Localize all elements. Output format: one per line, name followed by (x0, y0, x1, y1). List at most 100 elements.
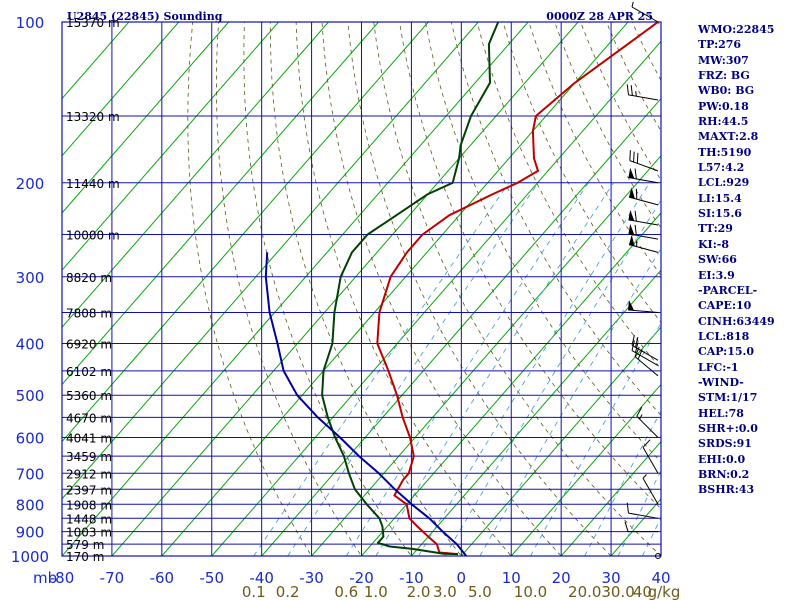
height-label: 10000 m (66, 228, 120, 242)
wind-barb-flag (629, 150, 631, 161)
pressure-tick-label: 600 (16, 430, 45, 448)
height-label: 4670 m (66, 411, 112, 425)
index-item: STM:1/17 (698, 391, 758, 405)
index-item: EI:3.9 (698, 268, 735, 282)
mixing-ratio-line (253, 182, 510, 556)
height-label: 1003 m (66, 526, 112, 540)
pressure-tick-label: 400 (16, 336, 45, 354)
plot-frame (61, 21, 662, 557)
mixing-ratio-line (375, 182, 614, 556)
isotherm-line (62, 22, 529, 556)
dry-adiabat (347, 22, 612, 556)
wind-barb (642, 439, 659, 474)
wind-barb-flag (634, 342, 639, 353)
wind-barb-pennant (628, 224, 635, 235)
mixing-ratio-tick-label: 20.0 (568, 583, 601, 600)
height-label: 170 m (66, 550, 104, 564)
index-item: SHR+:0.0 (698, 421, 758, 435)
wind-barb-flag (631, 334, 635, 346)
wind-barb-staff (642, 447, 659, 474)
index-item: CAPE:10 (698, 299, 752, 313)
wind-barb-staff (629, 160, 659, 172)
isotherm-line (111, 22, 579, 556)
wind-barb-flag (633, 151, 635, 162)
wind-barb-half-flag (631, 1, 634, 8)
mixing-ratio-tick-label: 3.0 (433, 583, 457, 600)
index-item: RH:44.5 (698, 115, 749, 129)
wind-barb (628, 234, 659, 253)
index-item: SW:66 (698, 253, 737, 267)
index-item: WMO:22845 (698, 23, 775, 36)
index-item: EHI:0.0 (698, 452, 746, 466)
wind-barb-staff (636, 415, 659, 438)
isotherm-line (261, 97, 661, 556)
pressure-tick-label: 100 (16, 14, 45, 32)
mixing-ratio-tick-label: 2.0 (407, 583, 431, 600)
wind-barb-pennant (628, 299, 635, 311)
height-label: 6102 m (66, 365, 112, 379)
height-label: 5360 m (66, 389, 112, 403)
mixing-ratio-tick-label: 0.1 (242, 583, 266, 600)
wind-barb (631, 1, 659, 23)
wind-barb-half-flag (635, 90, 637, 97)
index-item: HEL:78 (698, 406, 744, 420)
mixing-ratio-tick-label: 0.6 (334, 583, 358, 600)
temperature-tick-label: -20 (349, 569, 374, 587)
mixing-ratio-tick-label: 10.0 (514, 583, 547, 600)
dry-adiabat (243, 22, 412, 556)
dry-adiabat (295, 22, 512, 556)
index-item: TT:29 (698, 222, 733, 236)
index-item: LI:15.4 (698, 191, 742, 205)
pressure-tick-label: 1000 (11, 548, 49, 566)
index-item: FRZ: BG (698, 69, 750, 83)
isotherm-line (62, 22, 479, 500)
height-label: 11440 m (66, 177, 120, 191)
wind-barb-pennant (629, 234, 635, 247)
chart-grid (61, 21, 662, 557)
wind-barb (628, 224, 659, 240)
wind-barb-flag (630, 85, 633, 96)
temperature-tick-label: -60 (150, 569, 175, 587)
isotherm-line (62, 22, 230, 214)
wind-barb-flag (624, 521, 629, 532)
height-label: 2397 m (66, 483, 112, 497)
index-item: PW:0.18 (698, 99, 749, 113)
height-label: 3459 m (66, 450, 112, 464)
index-item: CAP:15.0 (698, 345, 755, 359)
wind-barbs (624, 1, 661, 559)
chart-timestamp: 0000Z 28 APR 25 (546, 10, 653, 23)
height-label: 4041 m (66, 432, 112, 446)
height-label: 579 m (66, 538, 104, 552)
isotherm-line (211, 40, 661, 556)
isotherm-line (360, 212, 661, 556)
index-item: L57:4.2 (698, 161, 745, 175)
isotherm-line (460, 326, 661, 556)
wind-barb-staff (628, 512, 659, 519)
temperature-tick-label: 10 (502, 569, 521, 587)
wind-barb-flag (626, 84, 629, 95)
index-panel: WMO:22845 TP:276 MW:307 FRZ: BG WB0: BG PW:0.… (698, 22, 798, 498)
wind-barb-staff (628, 177, 659, 184)
height-label: 1908 m (66, 498, 112, 512)
temperature-tick-label: 0 (457, 569, 467, 587)
chart-background-lines (62, 22, 661, 556)
wind-barb (628, 299, 659, 314)
temperature-tick-label: -80 (50, 569, 75, 587)
dry-adiabat (215, 22, 362, 556)
wind-barb-staff (642, 478, 659, 505)
wind-barb-flag (634, 224, 637, 236)
calm-circle (655, 553, 661, 559)
dry-adiabat (399, 22, 661, 510)
wind-barb-flag (642, 439, 651, 448)
wind-barb-pennant (628, 209, 635, 221)
wind-barb (626, 84, 659, 101)
chart-profiles (264, 22, 659, 556)
index-item: TP:276 (698, 38, 742, 52)
isotherm-line (510, 383, 661, 556)
index-item: MW:307 (698, 53, 749, 67)
wind-barb-flag (626, 502, 629, 514)
isotherm-line (62, 22, 429, 443)
temperature-tick-label: 30 (602, 569, 621, 587)
index-item: SI:15.6 (698, 207, 742, 221)
pressure-tick-label: 500 (16, 387, 45, 405)
